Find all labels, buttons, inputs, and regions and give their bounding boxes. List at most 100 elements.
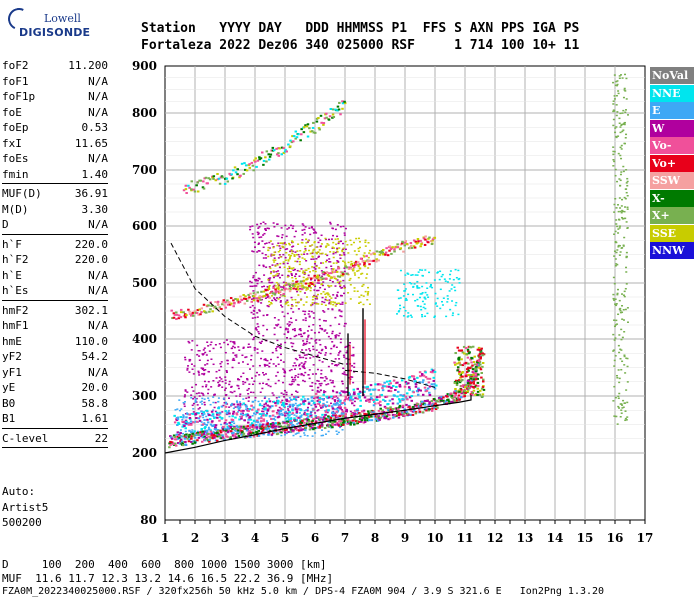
echo-trace-mark	[394, 388, 397, 391]
param-label: B1	[2, 412, 16, 425]
echo-mark	[249, 226, 252, 228]
echo-cusp-mark	[481, 354, 484, 357]
echo-mark	[195, 397, 198, 400]
echo-mark	[297, 396, 300, 398]
echo-mark	[341, 286, 344, 289]
echo-trace-mark	[341, 410, 345, 413]
echo-mark	[273, 284, 276, 287]
echo-mark	[618, 377, 621, 380]
echo-mark	[352, 241, 355, 244]
echo-mark	[280, 409, 283, 411]
echo-trace-mark	[453, 399, 456, 402]
echo-mark	[328, 258, 331, 260]
echo-mark	[623, 87, 626, 90]
echo-trace-mark	[190, 440, 193, 443]
echo-trace-mark	[427, 237, 430, 240]
echo-mark	[315, 252, 318, 255]
echo-mark	[252, 365, 255, 367]
echo-trace-mark	[170, 436, 173, 439]
echo-mark	[274, 274, 277, 276]
echo-mark	[254, 413, 257, 416]
echo-trace-mark	[288, 414, 291, 417]
echo-mark	[232, 352, 235, 354]
echo-trace-mark	[228, 301, 231, 304]
echo-mark	[314, 270, 317, 273]
echo-mark	[223, 341, 226, 344]
echo-mark	[257, 301, 260, 303]
echo-trace-mark	[339, 422, 343, 425]
echo-mark	[324, 405, 327, 408]
param-label: M(D)	[2, 202, 29, 216]
echo-trace-mark	[249, 435, 252, 438]
echo-mark	[324, 391, 327, 393]
echo-mark	[407, 293, 410, 296]
echo-mark	[298, 256, 301, 258]
echo-mark	[244, 381, 247, 384]
echo-mark	[617, 210, 620, 213]
echo-mark	[290, 250, 293, 252]
echo-mark	[320, 293, 323, 295]
echo-mark	[264, 396, 267, 398]
echo-trace-mark	[353, 393, 356, 396]
logo-line2: DIGISONDE	[19, 26, 91, 39]
echo-trace-mark	[297, 429, 301, 432]
echo-trace-mark	[433, 383, 436, 386]
echo-trace-mark	[353, 391, 356, 394]
echo-trace-mark	[289, 418, 293, 421]
echo-trace-mark	[358, 418, 362, 421]
echo-mark	[233, 429, 236, 432]
echo-trace-mark	[452, 400, 455, 403]
echo-mark	[289, 323, 292, 326]
echo-mark	[281, 311, 284, 313]
echo-mark	[275, 299, 278, 302]
echo-mark	[247, 392, 250, 395]
echo-trace-mark	[378, 250, 382, 253]
echo-mark	[253, 307, 256, 309]
echo-trace-mark	[316, 402, 320, 405]
echo-trace-mark	[402, 241, 406, 244]
echo-mark	[338, 282, 341, 285]
echo-trace-mark	[406, 398, 409, 401]
legend-vo-plus: Vo+	[650, 154, 694, 172]
echo-trace-mark	[445, 400, 448, 403]
echo-trace-mark	[383, 405, 387, 408]
legend-sse-item: SSE	[650, 224, 694, 242]
echo-trace-mark	[336, 105, 340, 108]
echo-mark	[615, 303, 618, 305]
echo-trace-mark	[357, 420, 361, 423]
echo-trace-mark	[383, 417, 386, 420]
echo-mark	[310, 258, 313, 260]
echo-mark	[256, 316, 259, 318]
echo-trace-mark	[287, 431, 290, 434]
param-value: 58.8	[81, 396, 109, 410]
echo-trace-mark	[323, 427, 327, 430]
echo-mark	[343, 322, 346, 325]
echo-trace-mark	[285, 399, 289, 402]
echo-trace-mark	[342, 418, 346, 421]
echo-trace-mark	[327, 118, 331, 121]
echo-mark	[615, 84, 618, 87]
echo-mark	[293, 376, 296, 379]
echo-mark	[266, 412, 269, 415]
echo-mark	[239, 404, 242, 406]
echo-cusp-mark	[478, 393, 482, 396]
echo-trace-mark	[227, 427, 230, 430]
echo-mark	[398, 310, 401, 312]
echo-mark	[311, 251, 314, 253]
echo-mark	[436, 297, 439, 300]
echo-mark	[409, 314, 412, 317]
echo-trace-mark	[423, 407, 427, 410]
echo-trace-mark	[405, 392, 409, 395]
param-label: foF1p	[2, 90, 36, 103]
echo-trace-mark	[188, 438, 191, 441]
echo-mark	[613, 211, 616, 213]
echo-trace-mark	[226, 412, 229, 415]
echo-trace-mark	[262, 433, 265, 436]
echo-mark	[200, 392, 203, 394]
echo-mark	[352, 354, 355, 356]
echo-mark	[312, 355, 315, 358]
echo-trace-mark	[235, 425, 239, 428]
param-label: hmE	[2, 334, 22, 348]
echo-trace-mark	[282, 294, 285, 297]
echo-trace-mark	[234, 297, 237, 300]
